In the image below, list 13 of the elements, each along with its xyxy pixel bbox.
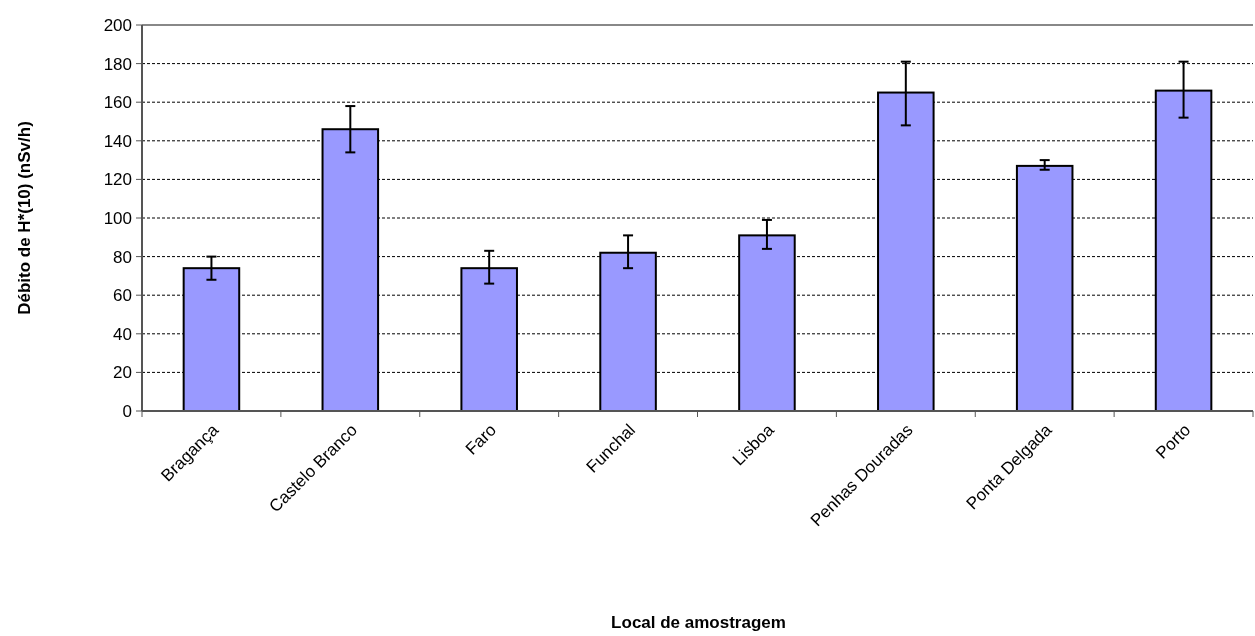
y-tick-label: 140 [103,131,132,151]
y-tick-label: 200 [103,15,132,35]
y-tick-label: 20 [113,363,132,383]
y-tick-label: 80 [113,247,132,267]
y-tick-label: 120 [103,170,132,190]
y-axis-title: Débito de H*(10) (nSv/h) [15,121,34,315]
y-tick-label: 60 [113,286,132,306]
y-tick-label: 160 [103,93,132,113]
x-axis-title: Local de amostragem [611,613,786,632]
y-tick-label: 100 [103,208,132,228]
y-tick-label: 0 [122,401,132,421]
y-tick-label: 40 [113,324,132,344]
y-tick-label: 180 [103,54,132,74]
